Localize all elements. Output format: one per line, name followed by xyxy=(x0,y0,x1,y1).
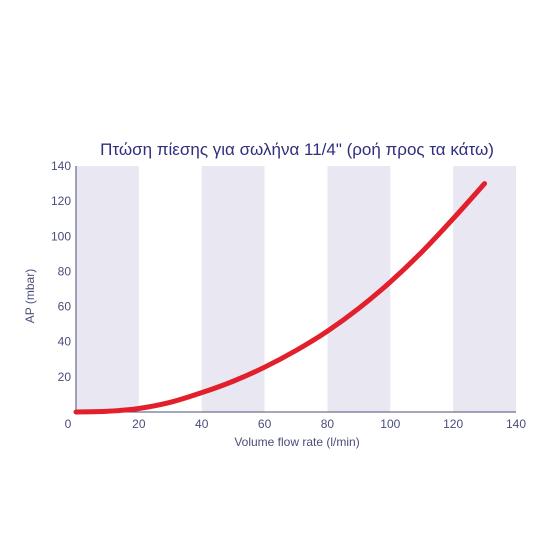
tick-labels: 0 20 40 60 80 100 120 140 20 40 60 80 100 120 140 xyxy=(51,159,526,431)
y-tick-label: 80 xyxy=(58,264,72,278)
y-tick-label: 120 xyxy=(51,194,71,208)
x-tick-label: 0 xyxy=(65,417,72,431)
y-tick-label: 20 xyxy=(58,370,72,384)
x-tick-label: 80 xyxy=(321,417,335,431)
y-tick-label: 100 xyxy=(51,229,71,243)
x-tick-label: 100 xyxy=(380,417,400,431)
axes xyxy=(75,166,516,413)
background-band-1 xyxy=(201,166,265,412)
y-tick-label: 60 xyxy=(58,300,72,314)
y-tick-label: 140 xyxy=(51,159,71,173)
x-tick-label: 60 xyxy=(258,417,272,431)
background-band-3 xyxy=(453,166,516,412)
background-band-0 xyxy=(76,166,139,412)
background-bands xyxy=(76,166,516,412)
x-axis-label: Volume flow rate (l/min) xyxy=(234,435,359,449)
x-tick-label: 20 xyxy=(132,417,146,431)
y-tick-label: 40 xyxy=(58,335,72,349)
series-layer xyxy=(73,181,488,415)
y-axis-label: AP (mbar) xyxy=(23,269,37,323)
x-tick-label: 40 xyxy=(195,417,209,431)
x-tick-label: 140 xyxy=(506,417,526,431)
series-line-0 xyxy=(73,181,488,415)
chart-title: Πτώση πίεσης για σωλήνα 11/4" (ροή προς … xyxy=(100,140,494,159)
x-tick-label: 120 xyxy=(443,417,463,431)
